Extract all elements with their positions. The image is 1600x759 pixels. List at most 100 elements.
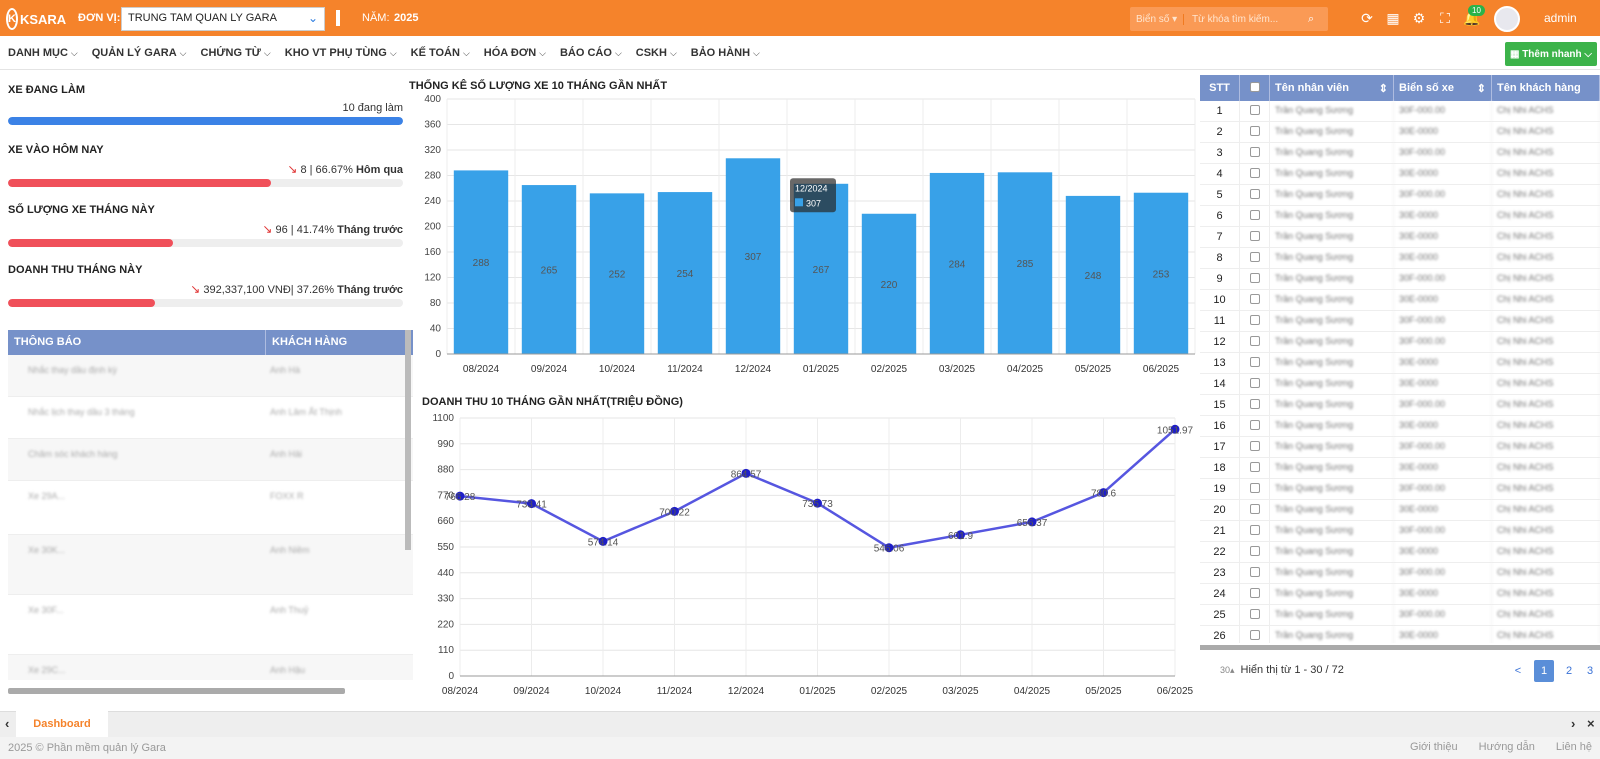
gear-icon[interactable]: ⚙ xyxy=(1412,10,1426,26)
table-row[interactable]: 14 Trần Quang Sương 30E-0000 Chị Nhi ACHS xyxy=(1200,374,1600,395)
checkbox[interactable] xyxy=(1249,168,1260,178)
checkbox[interactable] xyxy=(1249,546,1260,556)
footer-link-guide[interactable]: Hướng dẫn xyxy=(1478,741,1535,753)
table-row[interactable]: 20 Trần Quang Sương 30E-0000 Chị Nhi ACHS xyxy=(1200,500,1600,521)
row-checkbox[interactable] xyxy=(1240,605,1270,625)
page-size-select[interactable]: 30▴ xyxy=(1220,665,1235,675)
menu-cskh[interactable]: CSKH ⌵ xyxy=(636,47,677,59)
row-checkbox[interactable] xyxy=(1240,395,1270,415)
checkbox[interactable] xyxy=(1249,462,1260,472)
table-row[interactable]: 18 Trần Quang Sương 30E-0000 Chị Nhi ACHS xyxy=(1200,458,1600,479)
checkbox[interactable] xyxy=(1249,294,1260,304)
table-row[interactable]: 21 Trần Quang Sương 30F-000.00 Chị Nhi ACHS xyxy=(1200,521,1600,542)
table-row[interactable]: 17 Trần Quang Sương 30F-000.00 Chị Nhi ACHS xyxy=(1200,437,1600,458)
fullscreen-icon[interactable]: ⛶ xyxy=(1440,10,1450,26)
row-checkbox[interactable] xyxy=(1240,584,1270,604)
table-row[interactable]: 23 Trần Quang Sương 30F-000.00 Chị Nhi ACHS xyxy=(1200,563,1600,584)
table-row[interactable]: 2 Trần Quang Sương 30E-0000 Chị Nhi ACHS xyxy=(1200,122,1600,143)
checkbox[interactable] xyxy=(1249,588,1260,598)
row-checkbox[interactable] xyxy=(1240,269,1270,289)
unit-select[interactable]: TRUNG TAM QUAN LY GARA ⌄ xyxy=(121,7,325,31)
notification-row[interactable]: Chăm sóc khách hàng Anh Hải xyxy=(8,439,413,481)
table-row[interactable]: 19 Trần Quang Sương 30F-000.00 Chị Nhi ACHS xyxy=(1200,479,1600,500)
table-row[interactable]: 8 Trần Quang Sương 30E-0000 Chị Nhi ACHS xyxy=(1200,248,1600,269)
row-checkbox[interactable] xyxy=(1240,437,1270,457)
checkbox[interactable] xyxy=(1249,315,1260,325)
row-checkbox[interactable] xyxy=(1240,626,1270,643)
table-row[interactable]: 5 Trần Quang Sương 30F-000.00 Chị Nhi ACHS xyxy=(1200,185,1600,206)
menu-bao-hanh[interactable]: BẢO HÀNH ⌵ xyxy=(691,47,760,59)
table-row[interactable]: 26 Trần Quang Sương 30E-0000 Chị Nhi ACHS xyxy=(1200,626,1600,643)
table-row[interactable]: 10 Trần Quang Sương 30E-0000 Chị Nhi ACHS xyxy=(1200,290,1600,311)
close-icon[interactable]: × xyxy=(1587,716,1595,731)
table-row[interactable]: 3 Trần Quang Sương 30F-000.00 Chị Nhi ACHS xyxy=(1200,143,1600,164)
row-checkbox[interactable] xyxy=(1240,332,1270,352)
col-header-customer[interactable]: Tên khách hàng xyxy=(1492,75,1600,101)
row-checkbox[interactable] xyxy=(1240,311,1270,331)
footer-link-contact[interactable]: Liên hệ xyxy=(1555,741,1592,753)
checkbox[interactable] xyxy=(1249,210,1260,220)
tab-dashboard[interactable]: Dashboard xyxy=(16,711,108,737)
col-header-employee[interactable]: Tên nhân viên ⇕ xyxy=(1270,75,1394,101)
col-header-stt[interactable]: STT xyxy=(1200,75,1240,101)
row-checkbox[interactable] xyxy=(1240,143,1270,163)
checkbox[interactable] xyxy=(1249,525,1260,535)
refresh-icon[interactable]: ⟳ xyxy=(1361,10,1373,26)
row-checkbox[interactable] xyxy=(1240,479,1270,499)
avatar[interactable] xyxy=(1494,6,1520,32)
row-checkbox[interactable] xyxy=(1240,416,1270,436)
col-header-customer[interactable]: KHÁCH HÀNG xyxy=(272,336,348,348)
row-checkbox[interactable] xyxy=(1240,458,1270,478)
checkbox[interactable] xyxy=(1249,420,1260,430)
row-checkbox[interactable] xyxy=(1240,227,1270,247)
table-row[interactable]: 7 Trần Quang Sương 30E-0000 Chị Nhi ACHS xyxy=(1200,227,1600,248)
checkbox[interactable] xyxy=(1249,126,1260,136)
row-checkbox[interactable] xyxy=(1240,206,1270,226)
page-1[interactable]: 1 xyxy=(1534,660,1554,682)
row-checkbox[interactable] xyxy=(1240,290,1270,310)
table-row[interactable]: 1 Trần Quang Sương 30F-000.00 Chị Nhi ACHS xyxy=(1200,101,1600,122)
col-header-notification[interactable]: THÔNG BÁO xyxy=(8,330,266,355)
quick-add-button[interactable]: ▦ Thêm nhanh ⌵ xyxy=(1505,42,1597,66)
checkbox[interactable] xyxy=(1249,252,1260,262)
checkbox[interactable] xyxy=(1249,273,1260,283)
checkbox[interactable] xyxy=(1249,441,1260,451)
menu-kho[interactable]: KHO VT PHỤ TÙNG ⌵ xyxy=(285,47,397,59)
checkbox[interactable] xyxy=(1249,399,1260,409)
checkbox[interactable] xyxy=(1249,630,1260,640)
notification-row[interactable]: Nhắc lịch thay dầu 3 tháng Anh Lâm Ất Thị… xyxy=(8,397,413,439)
menu-quan-ly-gara[interactable]: QUẢN LÝ GARA ⌵ xyxy=(92,47,187,59)
checkbox[interactable] xyxy=(1249,231,1260,241)
notification-scrollbar[interactable] xyxy=(405,330,411,550)
table-row[interactable]: 22 Trần Quang Sương 30E-0000 Chị Nhi ACHS xyxy=(1200,542,1600,563)
notification-row[interactable]: Xe 29C... Anh Hậu xyxy=(8,655,413,680)
tab-next-icon[interactable]: › xyxy=(1571,716,1576,731)
table-row[interactable]: 25 Trần Quang Sương 30F-000.00 Chị Nhi ACHS xyxy=(1200,605,1600,626)
checkbox[interactable] xyxy=(1249,567,1260,577)
menu-ke-toan[interactable]: KẾ TOÁN ⌵ xyxy=(411,47,470,59)
footer-link-about[interactable]: Giới thiệu xyxy=(1410,741,1458,753)
menu-chung-tu[interactable]: CHỨNG TỪ ⌵ xyxy=(201,47,271,59)
notification-row[interactable]: Xe 30K... Anh Niềm xyxy=(8,535,413,595)
table-row[interactable]: 13 Trần Quang Sương 30E-0000 Chị Nhi ACHS xyxy=(1200,353,1600,374)
service-table-hscrollbar[interactable] xyxy=(1200,645,1600,650)
notification-row[interactable]: Nhắc thay dầu định kỳ Anh Hà xyxy=(8,355,413,397)
row-checkbox[interactable] xyxy=(1240,500,1270,520)
row-checkbox[interactable] xyxy=(1240,374,1270,394)
col-header-plate[interactable]: Biển số xe ⇕ xyxy=(1394,75,1492,101)
row-checkbox[interactable] xyxy=(1240,353,1270,373)
search-input[interactable]: Từ khóa tìm kiếm... xyxy=(1192,13,1279,25)
notification-row[interactable]: Xe 29A... FOXX R xyxy=(8,481,413,535)
row-checkbox[interactable] xyxy=(1240,542,1270,562)
table-row[interactable]: 6 Trần Quang Sương 30E-0000 Chị Nhi ACHS xyxy=(1200,206,1600,227)
row-checkbox[interactable] xyxy=(1240,164,1270,184)
checkbox[interactable] xyxy=(1249,378,1260,388)
tab-prev-icon[interactable]: ‹ xyxy=(5,716,10,731)
select-all-checkbox[interactable] xyxy=(1240,75,1270,101)
page-3[interactable]: 3 xyxy=(1586,665,1594,677)
row-checkbox[interactable] xyxy=(1240,122,1270,142)
row-checkbox[interactable] xyxy=(1240,521,1270,541)
table-row[interactable]: 4 Trần Quang Sương 30E-0000 Chị Nhi ACHS xyxy=(1200,164,1600,185)
checkbox[interactable] xyxy=(1249,609,1260,619)
table-row[interactable]: 15 Trần Quang Sương 30F-000.00 Chị Nhi ACHS xyxy=(1200,395,1600,416)
